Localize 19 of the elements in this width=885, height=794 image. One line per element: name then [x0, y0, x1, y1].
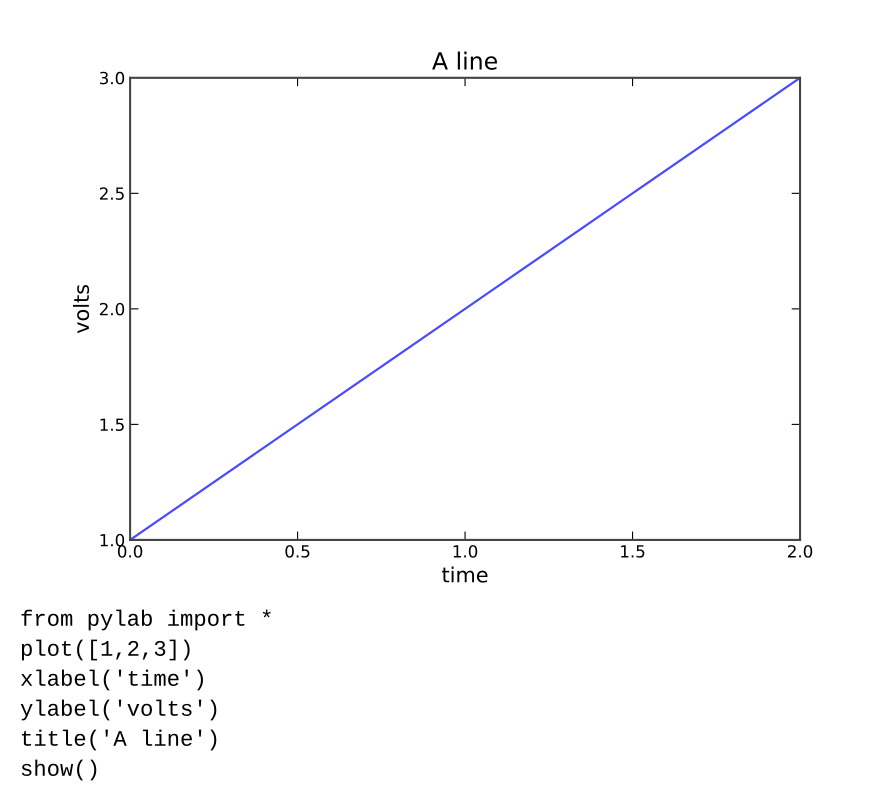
y-tick-label: 3.0 [100, 72, 124, 84]
text: xlabel('time') [21, 670, 203, 690]
text: plot([1,2,3]) [22, 640, 190, 660]
y-axis-title: volts [73, 284, 90, 334]
text: ylabel('volts') [20, 700, 216, 720]
x-tick-label: 0.5 [285, 545, 310, 558]
y-tick-label: 1.5 [100, 418, 124, 431]
text: title('A line') [22, 730, 216, 750]
x-tick-label: 1.0 [454, 545, 478, 558]
y-tick-label: 1.0 [100, 534, 124, 546]
x-axis-title: time [442, 566, 488, 583]
x-tick-label: 2.0 [788, 545, 812, 558]
text: show() [22, 760, 96, 780]
text: from pylab import * [21, 610, 271, 630]
y-tick-label: 2.0 [100, 302, 124, 316]
chart-title: A line [432, 52, 497, 70]
y-tick-label: 2.5 [100, 187, 124, 200]
x-tick-label: 0.0 [118, 545, 142, 558]
x-tick-label: 1.5 [621, 545, 644, 558]
